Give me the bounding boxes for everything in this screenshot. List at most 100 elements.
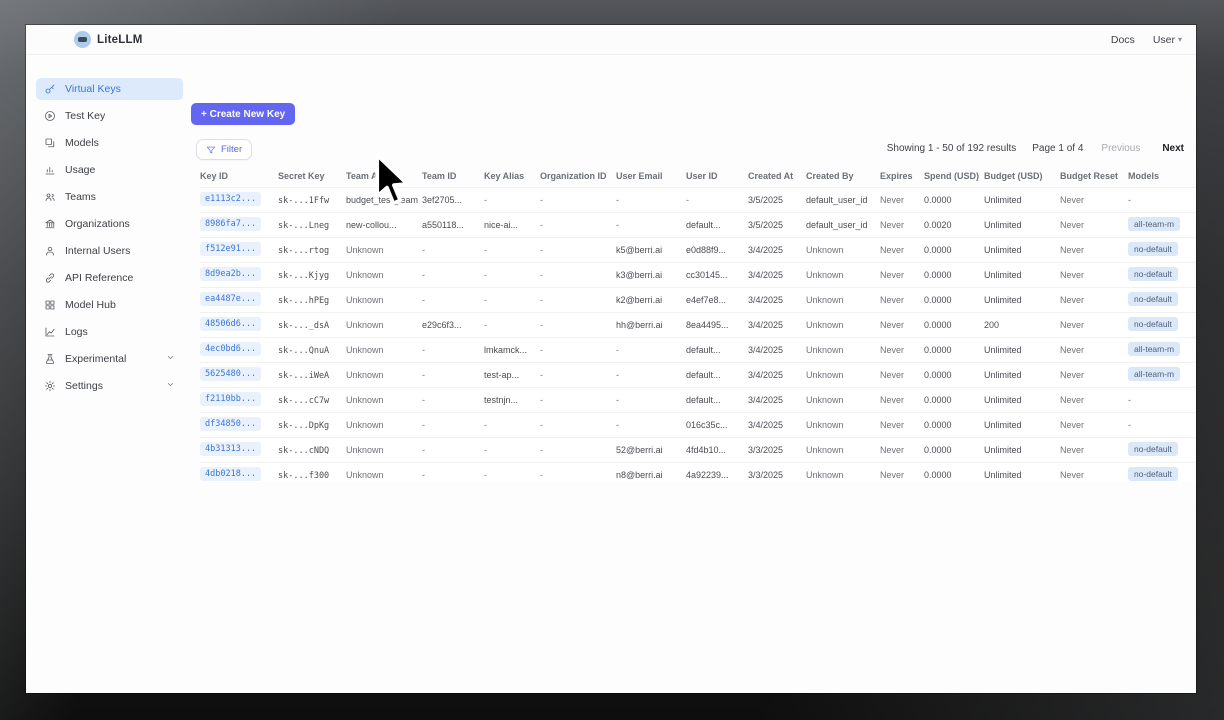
cell-team-alias: new-collou... xyxy=(346,212,422,238)
column-header: Expires xyxy=(880,168,924,188)
cell-spend: 0.0000 xyxy=(924,312,984,338)
cell-team-id: - xyxy=(422,437,484,463)
cell-budget: Unlimited xyxy=(984,187,1060,213)
cell-user-email: - xyxy=(616,387,686,413)
sidebar-item-virtual-keys[interactable]: Virtual Keys xyxy=(36,78,183,100)
sidebar-item-settings[interactable]: Settings xyxy=(36,375,183,397)
previous-page-button[interactable]: Previous xyxy=(1101,143,1141,154)
cell-budget-reset: Never xyxy=(1060,312,1128,338)
cell-created-by: Unknown xyxy=(806,312,880,338)
cell-created-at: 3/5/2025 xyxy=(748,212,806,238)
create-new-key-button[interactable]: + Create New Key xyxy=(191,103,296,125)
cell-org-id: - xyxy=(540,337,616,363)
cell-org-id: - xyxy=(540,237,616,263)
column-header: Team ID xyxy=(422,168,484,188)
key-id-pill[interactable]: 4ec0bd6... xyxy=(200,342,262,356)
cell-secret-key: sk-...cNDQ xyxy=(278,437,346,463)
cell-created-at: 3/4/2025 xyxy=(748,237,806,263)
cell-budget-reset: Never xyxy=(1060,287,1128,313)
key-id-pill[interactable]: f2110bb... xyxy=(200,392,262,406)
cell-key-id: 4db0218... xyxy=(200,462,278,482)
cell-key-alias: testnjn... xyxy=(484,387,540,413)
key-id-pill[interactable]: df34850... xyxy=(200,417,262,431)
sidebar-item-teams[interactable]: Teams xyxy=(36,186,183,208)
cell-created-by: Unknown xyxy=(806,337,880,363)
table-row: 4ec0bd6... sk-...QnuA Unknown - lmkamck... - -… xyxy=(200,337,1196,363)
cell-spend: 0.0000 xyxy=(924,387,984,413)
sidebar-item-label: Models xyxy=(65,137,99,149)
cell-key-id: 4ec0bd6... xyxy=(200,337,278,363)
table-body: e1113c2... sk-...1Ffw budget_test_team 3ef2… xyxy=(200,187,1196,482)
cell-key-id: 8d9ea2b... xyxy=(200,262,278,288)
column-header: Organization ID xyxy=(540,168,616,188)
cell-expires: Never xyxy=(880,387,924,413)
key-id-pill[interactable]: 4db0218... xyxy=(200,467,262,482)
cell-models: - xyxy=(1128,387,1196,413)
cell-user-id: 4a92239... xyxy=(686,462,748,482)
cell-expires: Never xyxy=(880,412,924,438)
sidebar-item-test-key[interactable]: Test Key xyxy=(36,105,183,127)
cell-created-by: Unknown xyxy=(806,462,880,482)
cell-budget-reset: Never xyxy=(1060,387,1128,413)
keys-table: Key ID Secret Key Team Alias Team ID Key Ali… xyxy=(200,168,1196,482)
sidebar-item-label: Logs xyxy=(65,326,88,338)
key-id-pill[interactable]: e1113c2... xyxy=(200,192,262,206)
column-header: Created By xyxy=(806,168,880,188)
cell-budget: Unlimited xyxy=(984,237,1060,263)
key-id-pill[interactable]: 4b31313... xyxy=(200,442,262,456)
cell-expires: Never xyxy=(880,237,924,263)
table-row: 5625480... sk-...iWeA Unknown - test-ap... - -… xyxy=(200,362,1196,388)
key-id-pill[interactable]: 8986fa7... xyxy=(200,217,262,231)
cell-budget-reset: Never xyxy=(1060,337,1128,363)
cell-created-at: 3/4/2025 xyxy=(748,362,806,388)
models-badge: all-team-m xyxy=(1128,342,1181,356)
cell-key-alias: nice-ai... xyxy=(484,212,540,238)
docs-link[interactable]: Docs xyxy=(1110,33,1135,46)
sidebar-item-experimental[interactable]: Experimental xyxy=(36,348,183,370)
cell-created-at: 3/4/2025 xyxy=(748,287,806,313)
cell-user-id: - xyxy=(686,187,748,213)
sidebar-item-internal-users[interactable]: Internal Users xyxy=(36,240,183,262)
key-id-pill[interactable]: ea4487e... xyxy=(200,292,262,306)
filter-button[interactable]: Filter xyxy=(196,139,253,160)
cell-spend: 0.0000 xyxy=(924,362,984,388)
sidebar-item-api-reference[interactable]: API Reference xyxy=(36,267,183,289)
cell-expires: Never xyxy=(880,362,924,388)
sidebar-item-logs[interactable]: Logs xyxy=(36,321,183,343)
key-id-pill[interactable]: f512e91... xyxy=(200,242,262,256)
cell-key-id: 8986fa7... xyxy=(200,212,278,238)
chevron-down-icon: ▾ xyxy=(1177,35,1182,44)
bank-icon xyxy=(45,219,55,229)
cell-budget: 200 xyxy=(984,312,1060,338)
key-id-pill[interactable]: 48506d6... xyxy=(200,317,262,331)
sidebar-item-model-hub[interactable]: Model Hub xyxy=(36,294,183,316)
cell-org-id: - xyxy=(540,287,616,313)
cell-team-id: - xyxy=(422,262,484,288)
cell-models: - xyxy=(1128,412,1196,438)
table-row: 8986fa7... sk-...Lneg new-collou... a550118… xyxy=(200,212,1196,238)
cell-spend: 0.0000 xyxy=(924,462,984,482)
cell-user-email: k3@berri.ai xyxy=(616,262,686,288)
cell-created-at: 3/4/2025 xyxy=(748,262,806,288)
sidebar-item-organizations[interactable]: Organizations xyxy=(36,213,183,235)
chevron-down-icon xyxy=(167,383,174,386)
key-id-pill[interactable]: 8d9ea2b... xyxy=(200,267,262,281)
cell-expires: Never xyxy=(880,187,924,213)
cell-key-alias: - xyxy=(484,262,540,288)
sidebar-item-usage[interactable]: Usage xyxy=(36,159,183,181)
column-header: Key Alias xyxy=(484,168,540,188)
cell-team-id: - xyxy=(422,237,484,263)
sidebar-item-label: Settings xyxy=(65,380,103,392)
next-page-button[interactable]: Next xyxy=(1162,143,1184,154)
cell-created-at: 3/4/2025 xyxy=(748,312,806,338)
cell-team-id: - xyxy=(422,337,484,363)
cell-secret-key: sk-...Lneg xyxy=(278,212,346,238)
cell-team-alias: budget_test_team xyxy=(346,187,422,213)
user-menu[interactable]: User ▾ xyxy=(1153,34,1182,46)
cell-budget-reset: Never xyxy=(1060,462,1128,482)
sidebar-item-models[interactable]: Models xyxy=(36,132,183,154)
column-header: User Email xyxy=(616,168,686,188)
table-row: 4b31313... sk-...cNDQ Unknown - - -52@berri.a… xyxy=(200,437,1196,463)
cell-created-at: 3/3/2025 xyxy=(748,437,806,463)
key-id-pill[interactable]: 5625480... xyxy=(200,367,262,381)
